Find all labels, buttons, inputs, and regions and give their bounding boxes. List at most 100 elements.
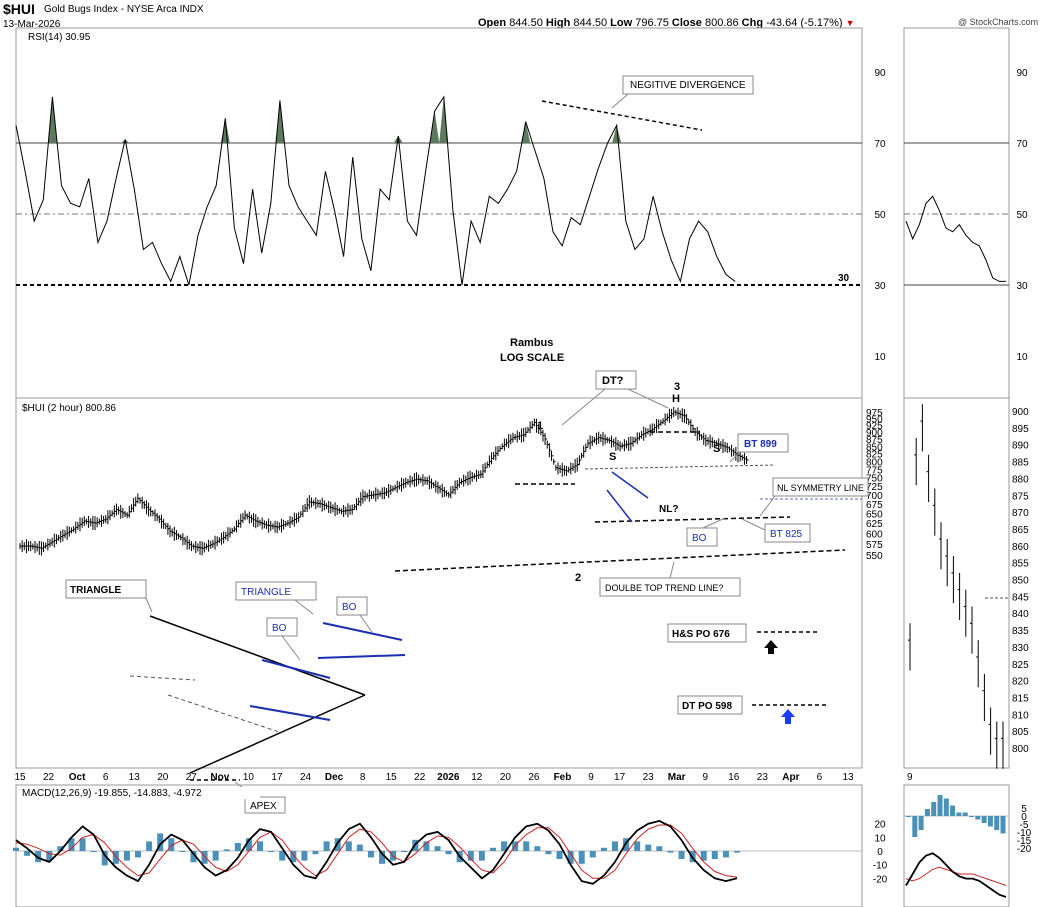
rsi-overbought-area xyxy=(47,96,57,143)
rsi-label-30: 30 xyxy=(838,273,850,284)
open-value: 844.50 xyxy=(509,17,543,29)
macd-inset-histogram-bar xyxy=(918,816,924,830)
negative-divergence-label: NEGITIVE DIVERGENCE xyxy=(630,80,746,91)
close-value: 800.86 xyxy=(704,17,739,29)
macd-histogram-bar xyxy=(68,838,75,851)
chg-label: Chg xyxy=(741,17,764,29)
macd-inset-histogram xyxy=(906,795,1006,837)
macd-histogram-bar xyxy=(212,851,219,861)
chg-value: -43.64 (-5.17%) xyxy=(766,17,843,29)
price-callout-boxes xyxy=(65,370,869,814)
chart-date: 13-Mar-2026 xyxy=(3,19,61,30)
macd-inset-signal-line xyxy=(905,866,1007,886)
price-xtick-label: 27 xyxy=(186,772,198,783)
macd-histogram-bar xyxy=(257,841,264,851)
macd-histogram-bar xyxy=(223,849,230,851)
macd-histogram-bar xyxy=(323,841,330,851)
negative-divergence-pointer xyxy=(611,93,629,109)
price-inset-ytick-label: 855 xyxy=(1012,559,1029,570)
macd-histogram-bar xyxy=(434,846,441,851)
price-inset-ytick-label: 825 xyxy=(1012,660,1029,671)
price-xtick-label: 23 xyxy=(643,772,655,783)
dt-po-label: DT PO 598 xyxy=(682,701,732,712)
watermark: @ StockCharts.com xyxy=(958,17,1039,27)
macd-inset-frame xyxy=(903,784,1010,907)
peak-1-label: 1 xyxy=(537,420,543,432)
macd-histogram-bar xyxy=(401,851,408,852)
macd-histogram-bar xyxy=(379,851,386,864)
macd-inset-histogram-bar xyxy=(924,809,930,816)
macd-histogram-bar xyxy=(423,841,430,851)
macd-histogram-bar xyxy=(611,841,618,851)
price-ytick-label: 975 xyxy=(866,408,883,419)
peak-h-label: H xyxy=(672,393,680,405)
price-inset-ytick-label: 835 xyxy=(1012,626,1029,637)
macd-histogram-bar xyxy=(711,851,718,859)
price-title: $HUI (2 hour) 800.86 xyxy=(22,403,116,414)
price-annotation-lines xyxy=(129,431,862,781)
price-ytick-label: 750 xyxy=(866,474,883,485)
macd-title: MACD(12,26,9) -19.855, -14.883, -4.972 xyxy=(22,788,202,799)
price-xtick-label: 23 xyxy=(757,772,769,783)
macd-histogram-bar xyxy=(35,851,42,863)
price-inset-ytick-label: 885 xyxy=(1012,458,1029,469)
price-xtick-label: 8 xyxy=(360,772,366,783)
price-inset-ytick-label: 875 xyxy=(1012,491,1029,502)
price-ytick-label: 725 xyxy=(866,482,883,493)
double-top-line-label: DOULBE TOP TREND LINE? xyxy=(605,583,723,593)
price-xtick-label: Apr xyxy=(782,772,799,783)
price-xtick-label: 9 xyxy=(702,772,708,783)
rsi-ytick-label: 90 xyxy=(874,68,886,79)
macd-histogram-bar xyxy=(356,844,363,851)
rsi-overbought-area xyxy=(430,111,440,143)
macd-line xyxy=(15,819,738,885)
macd-histogram-bar xyxy=(445,851,452,855)
price-inset-ytick-label: 880 xyxy=(1012,474,1029,485)
macd-inset-ytick-label: -5 xyxy=(1020,820,1029,831)
macd-histogram-bar xyxy=(678,851,685,859)
macd-histogram-bar xyxy=(46,851,53,861)
price-inset-ytick-label: 850 xyxy=(1012,576,1029,587)
price-xtick-label: Oct xyxy=(69,772,86,783)
price-xtick-label: Nov xyxy=(210,772,229,783)
price-inset-ytick-label: 890 xyxy=(1012,441,1029,452)
macd-histogram-bar xyxy=(90,851,97,852)
macd-inset-histogram-bar xyxy=(950,805,956,816)
price-inset-ytick-label: 800 xyxy=(1012,744,1029,755)
low-value: 796.75 xyxy=(635,17,669,29)
macd-signal-line xyxy=(15,824,738,879)
bt-825-label: BT 825 xyxy=(770,529,802,540)
rambus-label: Rambus xyxy=(510,337,553,349)
macd-histogram-bar xyxy=(290,851,297,863)
rsi-inset-ytick-label: 30 xyxy=(1016,281,1028,292)
macd-histogram-bar xyxy=(478,851,485,861)
rsi-ytick-label: 50 xyxy=(874,210,886,221)
macd-histogram-bar xyxy=(489,847,496,851)
bo-left-label: BO xyxy=(342,602,357,613)
chart-index-name: Gold Bugs Index - NYSE Arca INDX xyxy=(44,4,204,15)
macd-inset-histogram-bar xyxy=(969,816,974,817)
price-xtick-label: 9 xyxy=(588,772,594,783)
macd-inset-histogram-bar xyxy=(975,816,981,820)
price-inset-ytick-label: 900 xyxy=(1012,407,1029,418)
macd-histogram-bar xyxy=(135,851,142,858)
open-label: Open xyxy=(478,17,507,29)
macd-histogram-bar xyxy=(24,851,31,856)
rsi-inset-frame xyxy=(903,27,1010,399)
macd-histogram-bar xyxy=(556,851,563,859)
macd-inset-line xyxy=(905,852,1007,898)
macd-inset-ytick-label: 0 xyxy=(1021,812,1027,823)
macd-histogram-bar xyxy=(523,841,530,851)
price-xtick-label: Mar xyxy=(668,772,686,783)
price-inset-ytick-label: 860 xyxy=(1012,542,1029,553)
negative-divergence-box xyxy=(622,75,754,95)
peak-3-label: 3 xyxy=(674,381,680,393)
price-inset-ytick-label: 865 xyxy=(1012,525,1029,536)
nl-question-label: NL? xyxy=(659,504,678,515)
price-inset-xtick-label: 9 xyxy=(907,772,913,783)
price-ytick-label: 700 xyxy=(866,491,883,502)
price-inset-ytick-label: 870 xyxy=(1012,508,1029,519)
price-inset-ytick-label: 805 xyxy=(1012,727,1029,738)
macd-histogram-bar xyxy=(157,833,164,851)
